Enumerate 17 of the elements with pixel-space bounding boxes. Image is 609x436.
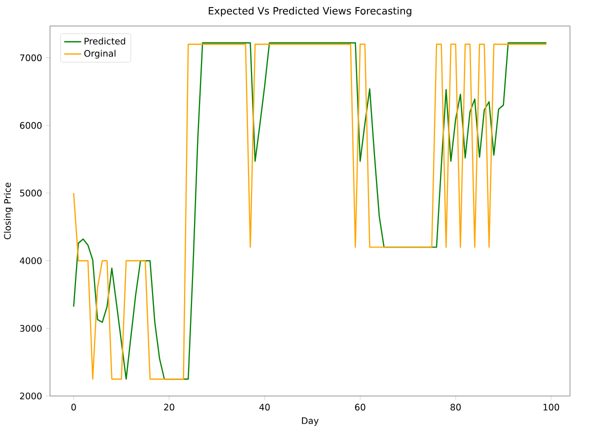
x-tick-label: 80 — [450, 404, 461, 411]
y-tick-label: 6000 — [20, 122, 42, 129]
chart-title: Expected Vs Predicted Views Forecasting — [208, 6, 412, 17]
x-tick-label: 40 — [259, 404, 270, 411]
y-tick-label: 7000 — [20, 54, 42, 62]
x-axis-title: Day — [302, 417, 319, 426]
x-tick-label: 0 — [71, 404, 76, 411]
x-tick-label: 60 — [355, 404, 366, 411]
y-tick-label: 3000 — [20, 324, 42, 332]
x-tick-label: 100 — [544, 404, 560, 411]
y-tick-label: 5000 — [20, 190, 42, 196]
legend-label: Orginal — [84, 50, 116, 59]
legend-label: Predicted — [84, 38, 126, 45]
y-tick-label: 4000 — [20, 257, 42, 264]
x-tick-label: 20 — [164, 404, 174, 411]
y-tick-label: 2000 — [20, 392, 42, 400]
y-axis-title: Closing Price — [4, 182, 13, 240]
